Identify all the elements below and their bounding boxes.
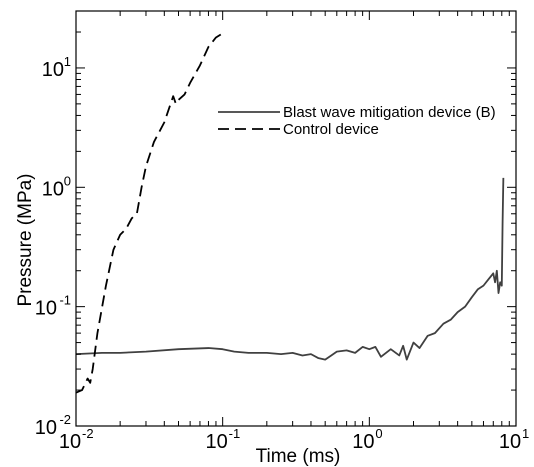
series-line-blast-wave-device <box>76 177 505 361</box>
y-tick-label: 10 <box>35 298 57 320</box>
y-axis-label: Pressure (MPa) <box>15 173 36 306</box>
tick-marks <box>75 10 517 427</box>
x-tick-label: 10 <box>206 431 228 453</box>
series-line-control-device <box>76 32 224 394</box>
legend-label-control-device: Control device <box>283 121 379 138</box>
legend: Blast wave mitigation device (B) Control… <box>218 104 496 138</box>
x-tick-label: 10 <box>499 431 521 453</box>
x-tick-label: 10 <box>352 431 374 453</box>
y-tick-label: 10 <box>42 59 64 81</box>
y-tick-label: 10 <box>35 417 57 439</box>
x-tick-label: 10 <box>59 431 81 453</box>
x-tick-exponent: 1 <box>522 426 529 441</box>
y-tick-exponent: 1 <box>64 54 71 69</box>
plot-frame <box>75 10 517 427</box>
x-tick-exponent: 0 <box>375 426 382 441</box>
y-tick-exponent: 0 <box>64 173 71 188</box>
plot-area <box>76 32 505 394</box>
y-tick-exponent: -1 <box>59 293 71 308</box>
x-axis-label: Time (ms) <box>256 446 341 467</box>
y-tick-exponent: -2 <box>59 412 71 427</box>
y-tick-label: 10 <box>42 178 64 200</box>
axes <box>75 10 517 427</box>
x-tick-exponent: -1 <box>229 426 241 441</box>
x-tick-exponent: -2 <box>82 426 94 441</box>
legend-label-blast-wave-device: Blast wave mitigation device (B) <box>283 104 496 121</box>
